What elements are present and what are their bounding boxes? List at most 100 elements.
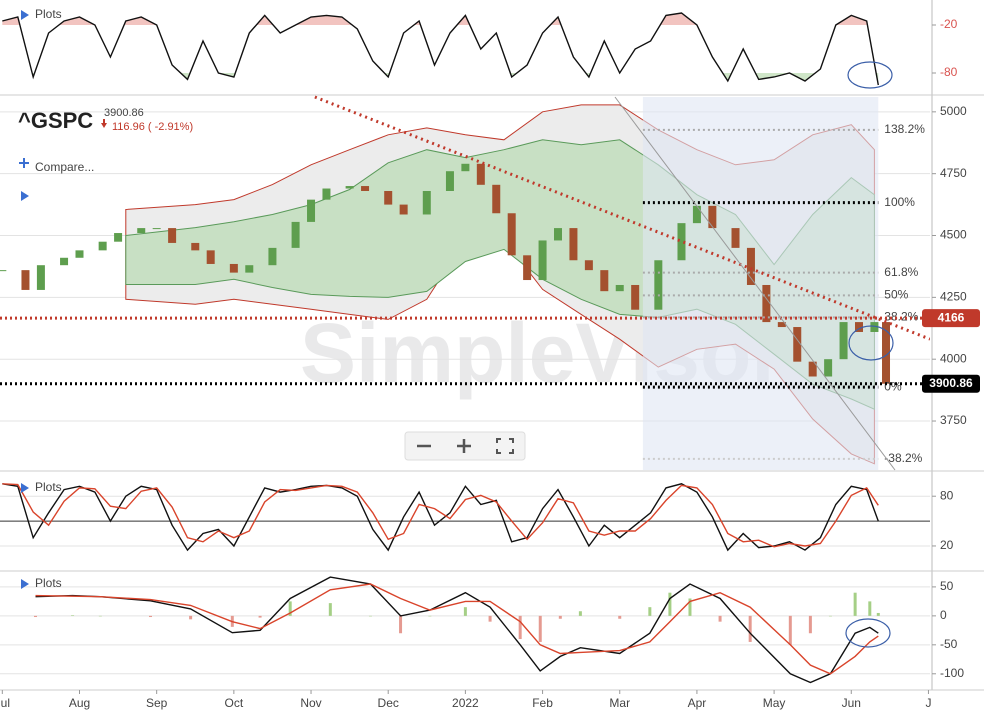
fib-label: 138.2% <box>884 122 925 136</box>
fib-label: 61.8% <box>884 265 918 279</box>
x-tick-label: Mar <box>609 696 630 710</box>
candle <box>21 270 30 290</box>
candle <box>445 171 454 191</box>
candle <box>245 265 254 273</box>
series-line <box>2 483 879 548</box>
candle <box>361 186 370 191</box>
fib-label: 50% <box>884 288 908 302</box>
candle <box>75 250 84 258</box>
candle <box>206 250 215 264</box>
candle <box>98 241 107 251</box>
y-tick-label: 4750 <box>940 166 967 180</box>
fullscreen[interactable] <box>496 438 514 454</box>
histogram-bar <box>148 615 152 618</box>
histogram-bar <box>578 611 582 616</box>
plots-label: Plots <box>35 7 62 21</box>
candle <box>839 322 848 360</box>
trendline <box>314 95 930 341</box>
candle <box>731 228 740 248</box>
histogram-bar <box>258 615 262 618</box>
candle <box>762 284 771 323</box>
candle <box>476 163 485 185</box>
fib-label: -38.2% <box>884 451 922 465</box>
y-tick-label: 4250 <box>940 290 967 304</box>
candle <box>654 260 663 310</box>
price-tag <box>922 309 980 328</box>
histogram-bar <box>463 607 467 616</box>
y-tick-label: 3750 <box>940 413 967 427</box>
x-tick-label: Dec <box>378 696 399 710</box>
histogram-bar <box>718 615 722 622</box>
price-tag-label: 3900.86 <box>929 376 973 390</box>
plots-icon[interactable] <box>21 191 29 201</box>
y-tick-label: -50 <box>940 637 958 651</box>
histogram-bar <box>868 601 872 616</box>
candle <box>60 257 69 266</box>
histogram-bar <box>876 612 880 616</box>
candle <box>600 270 609 292</box>
x-tick-label: Nov <box>300 696 321 710</box>
histogram-bar <box>808 615 812 634</box>
histogram-bar <box>34 615 38 618</box>
candle <box>808 361 817 377</box>
candle <box>0 270 7 272</box>
series-line <box>35 576 879 684</box>
candle <box>399 204 408 215</box>
histogram-bar <box>399 615 403 634</box>
histogram-bar <box>853 592 857 616</box>
price-tag-label: 4166 <box>938 310 965 324</box>
plus-icon[interactable] <box>19 158 29 168</box>
candle <box>422 190 431 215</box>
histogram-bar <box>189 615 193 620</box>
histogram-bar <box>618 615 622 619</box>
y-tick-label: 50 <box>940 579 954 593</box>
x-tick-label: J <box>925 696 931 710</box>
annotation-circle <box>847 61 893 89</box>
y-tick-label: 20 <box>940 538 954 552</box>
fib-label: 100% <box>884 195 915 209</box>
fib-label: 0% <box>884 379 902 393</box>
histogram-bar <box>648 607 652 616</box>
fib-diagonal <box>614 96 896 471</box>
zoom-controls <box>404 431 526 461</box>
plots-label: Plots <box>35 576 62 590</box>
x-tick-label: Feb <box>532 696 553 710</box>
histogram-bar <box>328 603 332 616</box>
annotation-circle <box>848 325 894 361</box>
price-tag <box>922 374 980 393</box>
candle <box>584 260 593 271</box>
candle <box>793 327 802 362</box>
candle <box>114 233 123 242</box>
candle <box>322 188 331 200</box>
plots-icon[interactable] <box>21 10 29 20</box>
candle <box>461 163 470 172</box>
x-tick-label: Apr <box>688 696 707 710</box>
plot-area: 138.2% 100% 61.8% 50% 38.2% 0% -38.2% <box>0 12 930 684</box>
candle <box>345 186 354 189</box>
x-tick-label: Sep <box>146 696 168 710</box>
series-line <box>2 12 879 86</box>
histogram-bar <box>488 615 492 622</box>
plots-label: Plots <box>35 480 62 494</box>
compare[interactable]: Compare... <box>35 160 94 174</box>
change: 116.96 ( -2.91%) <box>112 121 193 133</box>
zoom-in[interactable] <box>457 439 471 453</box>
candle <box>538 240 547 281</box>
candle <box>168 228 177 243</box>
histogram-bar <box>518 615 522 640</box>
plots-icon[interactable] <box>21 483 29 493</box>
candle <box>268 247 277 266</box>
candle <box>870 322 879 332</box>
candle <box>152 228 161 230</box>
y-tick-label: 4500 <box>940 228 967 242</box>
candle <box>708 205 717 229</box>
histogram-bar <box>288 601 292 616</box>
candle <box>191 242 200 251</box>
candle <box>523 255 532 281</box>
plots-icon[interactable] <box>21 579 29 589</box>
y-tick-label: 4000 <box>940 351 967 365</box>
candle <box>229 263 238 273</box>
histogram-bar <box>748 615 752 642</box>
